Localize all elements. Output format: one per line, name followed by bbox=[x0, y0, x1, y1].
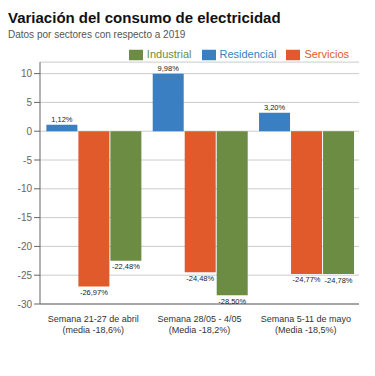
html-text:Industrial: Industrial bbox=[146, 48, 192, 60]
svg-text:-24,48%: -24,48% bbox=[186, 274, 214, 283]
svg-text:-25: -25 bbox=[18, 270, 33, 281]
svg-text:-10: -10 bbox=[18, 183, 33, 194]
svg-text:Semana 5-11 de mayo(Media -18,: Semana 5-11 de mayo(Media -18,5%) bbox=[261, 314, 351, 335]
svg-text:-5: -5 bbox=[23, 155, 32, 166]
svg-text:0: 0 bbox=[26, 126, 32, 137]
html-text:Variación del consumo de elect: Variación del consumo de electricidad bbox=[8, 9, 281, 26]
svg-text:-24,78%: -24,78% bbox=[325, 276, 353, 285]
svg-text:3,20%: 3,20% bbox=[264, 103, 286, 112]
svg-text:Semana 21-27 de abril(media -1: Semana 21-27 de abril(media -18,6%) bbox=[48, 314, 139, 335]
html-text:Servicios: Servicios bbox=[304, 48, 349, 60]
svg-text:10: 10 bbox=[21, 68, 33, 79]
svg-text:-30: -30 bbox=[18, 299, 33, 310]
html-text:Residencial: Residencial bbox=[219, 48, 277, 60]
html-text:Datos por sectores con respect: Datos por sectores con respecto a 2019 bbox=[8, 29, 186, 40]
svg-text:5: 5 bbox=[26, 97, 32, 108]
svg-text:Semana 28/05 - 4/05(Media -18,: Semana 28/05 - 4/05(Media -18,2%) bbox=[157, 314, 241, 335]
svg-text:-26,97%: -26,97% bbox=[80, 288, 108, 297]
svg-text:-24,77%: -24,77% bbox=[293, 275, 321, 284]
svg-text:9,98%: 9,98% bbox=[158, 64, 180, 73]
svg-text:-20: -20 bbox=[18, 241, 33, 252]
svg-text:-28,50%: -28,50% bbox=[218, 297, 246, 306]
svg-text:1,12%: 1,12% bbox=[51, 115, 73, 124]
svg-text:-15: -15 bbox=[18, 212, 33, 223]
svg-text:-22,48%: -22,48% bbox=[112, 262, 140, 271]
